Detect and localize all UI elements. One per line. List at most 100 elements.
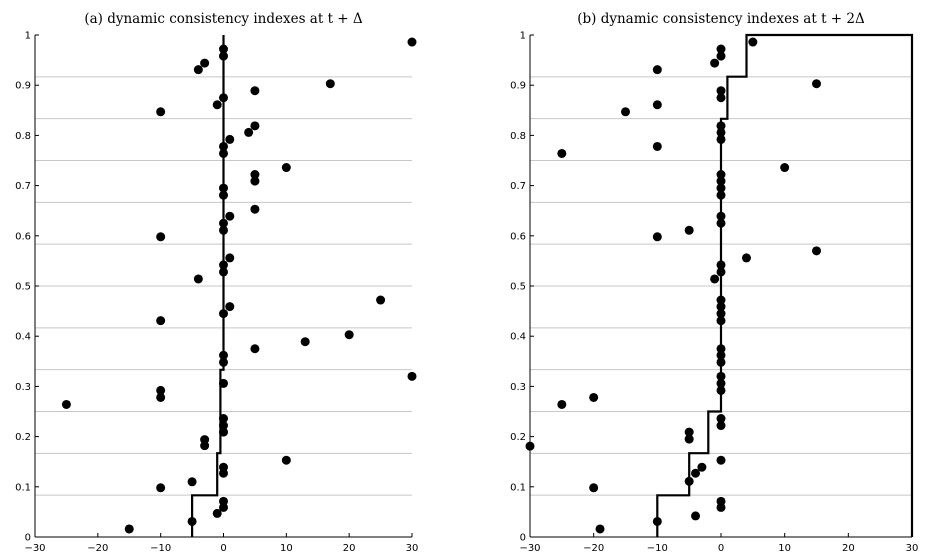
chart-a-point-1 [187,516,197,526]
chart-a-point-46 [244,127,254,137]
chart-a-ytick-label-5: 0.5 [15,282,31,293]
chart-b-point-39 [716,170,726,180]
chart-b-xtick-label-1: −20 [583,543,604,554]
chart-a-point-36 [225,211,235,221]
chart-b-xtick-label-4: 10 [778,543,791,554]
chart-b-point-11 [684,434,694,444]
chart-b-point-44 [716,127,726,137]
chart-b-point-30 [741,253,751,263]
chart-a-point-13 [219,421,228,431]
chart-b-point-46 [621,107,630,117]
chart-b-point-23 [716,316,726,326]
chart-b-point-0 [595,524,605,534]
chart-a-xtick-label-0: −30 [24,543,45,554]
chart-a-step-line [191,35,225,537]
chart-b-point-55 [748,37,758,47]
chart-b-title: (b) dynamic consistency indexes at t + 2… [577,11,865,27]
chart-b-ytick-label-7: 0.7 [510,181,526,192]
chart-b-point-51 [652,65,662,75]
chart-a-xtick-label-4: 10 [280,543,293,554]
chart-b-point-22 [716,344,726,354]
chart-b-point-8 [697,462,707,472]
chart-a-title: (a) dynamic consistency indexes at t + Δ [84,11,363,27]
chart-a-point-12 [219,427,228,437]
chart-a-point-19 [407,371,417,381]
chart-a-point-20 [219,357,228,367]
chart-b-point-33 [684,225,694,235]
chart-b-point-1 [652,516,662,526]
chart-a: 0 0.1 0.2 0.3 0.4 0.5 0.6 0.7 0.8 0.9 1 −30 −20 −10 0 1… [15,11,418,554]
chart-a-ytick-label-8: 0.8 [15,131,31,142]
chart-b-point-35 [716,211,726,221]
chart-a-point-14 [219,414,228,424]
chart-b-xtick-label-5: 20 [842,543,855,554]
chart-a-point-44 [219,141,228,151]
chart-a-point-52 [325,79,335,89]
chart-b-point-6 [684,476,694,486]
chart-a-point-21 [219,350,228,360]
chart-b-point-7 [691,468,701,478]
chart-a-point-42 [281,163,291,173]
chart-a-point-15 [61,399,71,409]
chart-a-point-28 [376,295,386,305]
chart-b-point-14 [716,414,726,424]
chart-b-ytick-label-5: 0.5 [510,282,526,293]
chart-a-point-22 [250,344,260,354]
chart-b-point-37 [716,183,726,193]
chart-b-point-20 [716,357,726,367]
chart-a-point-57 [407,37,417,47]
chart-a-point-39 [219,183,228,193]
chart-a-point-51 [250,86,260,96]
chart-b-point-42 [652,141,662,151]
chart-a-point-32 [225,253,235,263]
chart-a-point-43 [219,148,228,158]
chart-b-point-53 [716,51,726,61]
chart-b-point-47 [652,100,662,110]
chart-b-point-41 [557,148,567,158]
chart-a-point-40 [250,176,260,186]
chart-a-ytick-label-1: 0.1 [15,482,31,493]
chart-a-ytick-label-2: 0.2 [15,432,31,443]
chart-b-point-26 [716,295,726,305]
chart-b-point-32 [652,232,662,242]
chart-b-point-52 [710,58,720,68]
chart-b-point-36 [716,190,726,200]
chart-b-point-34 [716,218,726,228]
chart-a-point-25 [156,316,166,326]
chart-b-point-49 [716,86,726,96]
chart-a-point-11 [200,435,210,445]
chart-b-point-29 [716,260,726,270]
chart-a-point-23 [300,337,310,347]
chart-a-ytick-label-9: 0.9 [15,81,31,92]
chart-a-point-47 [250,121,260,131]
chart-b-point-16 [589,392,599,402]
chart-a-point-18 [219,378,228,388]
chart-a-point-31 [219,260,228,270]
chart-a-point-50 [219,93,228,103]
chart-a-xtick-label-3: 0 [220,543,226,554]
chart-a-point-17 [156,385,166,395]
chart-a-point-37 [250,204,260,214]
chart-b-point-24 [716,309,726,319]
chart-a-point-5 [156,483,166,493]
chart-b-ytick-label-1: 0.1 [510,482,526,493]
chart-a-point-24 [344,330,354,340]
chart-b-ytick-label-2: 0.2 [510,432,526,443]
chart-a-point-53 [193,65,203,75]
chart-b-point-54 [716,44,726,54]
chart-a-ytick-label-7: 0.7 [15,181,31,192]
chart-a-point-45 [225,134,235,144]
chart-b-point-40 [780,163,790,173]
chart-b-point-4 [716,496,726,506]
chart-b-point-5 [589,483,599,493]
chart-b-point-19 [716,371,726,381]
chart-b-ytick-label-6: 0.6 [510,231,526,242]
chart-b-xtick-label-0: −30 [519,543,540,554]
chart-a-point-55 [219,51,228,61]
chart-b-ytick-label-10: 1 [520,31,526,42]
chart-b-ytick-label-0: 0 [520,533,526,544]
chart-b-point-17 [716,385,726,395]
chart-a-xtick-label-5: 20 [343,543,356,554]
chart-b-point-13 [716,421,726,431]
chart-a-ytick-label-6: 0.6 [15,231,31,242]
